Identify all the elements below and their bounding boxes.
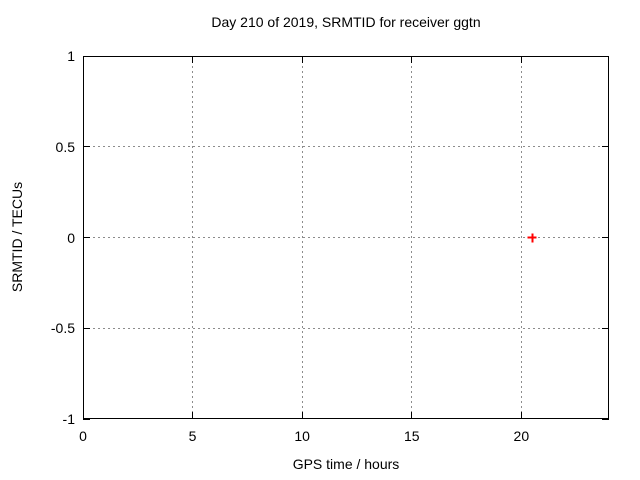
y-axis-label: SRMTID / TECUs (9, 181, 25, 293)
y-tick-mark-left (83, 237, 90, 238)
y-tick-mark-right (602, 146, 609, 148)
x-tick-mark-bottom (301, 412, 303, 419)
y-tick-mark-left (83, 327, 90, 329)
gridline-horizontal (83, 237, 609, 238)
y-tick-label: 0.5 (55, 138, 75, 155)
y-tick-mark-right (602, 327, 609, 329)
x-tick-mark-bottom (520, 412, 522, 419)
x-tick-label: 15 (403, 428, 420, 444)
plot-area (82, 55, 609, 420)
x-tick-label: 0 (79, 428, 87, 444)
x-tick-mark-top (301, 56, 303, 63)
x-tick-mark-bottom (411, 412, 413, 419)
x-tick-mark-top (192, 56, 194, 63)
data-point-marker (527, 233, 537, 242)
y-tick-label: 1 (67, 48, 75, 64)
x-tick-mark-bottom (192, 412, 194, 419)
x-tick-label: 10 (294, 428, 310, 444)
y-tick-mark-left (83, 418, 90, 420)
chart-title: Day 210 of 2019, SRMTID for receiver ggt… (211, 14, 481, 30)
gridline-horizontal (83, 327, 609, 329)
y-tick-mark-right (602, 418, 609, 420)
y-tick-label: -1 (62, 411, 75, 427)
x-tick-label: 20 (513, 428, 530, 444)
x-tick-label: 5 (188, 428, 197, 444)
y-tick-label: 0 (67, 229, 75, 246)
plot-border (83, 56, 609, 419)
y-tick-mark-right (602, 237, 609, 238)
x-axis-label: GPS time / hours (292, 456, 400, 472)
y-tick-mark-left (83, 146, 90, 148)
gridline-horizontal (83, 146, 609, 148)
x-tick-mark-top (411, 56, 413, 63)
y-tick-label: -0.5 (50, 320, 75, 337)
x-tick-mark-top (520, 56, 522, 63)
